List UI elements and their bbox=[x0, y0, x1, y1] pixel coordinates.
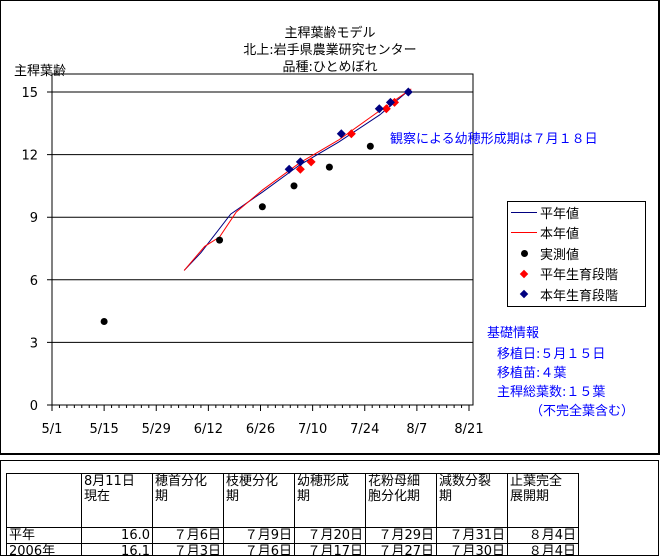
growth-stage-table: 8月11日 現在 穂首分化 期 枝梗分化 期 幼穂形成 期 花粉母細 胞分化期 … bbox=[6, 473, 579, 556]
stage-point bbox=[284, 164, 294, 174]
plot-area: 0 3 6 9 12 15 5/1 5/15 5/29 6/12 6/26 7/10 7/24 8/7 8/… bbox=[21, 73, 484, 437]
annotation: 観察による幼穂形成期は７月１８日 bbox=[390, 132, 598, 147]
info-line: 移植日:５月１５日 bbox=[497, 347, 606, 362]
x-tick-label: 7/24 bbox=[350, 422, 379, 437]
table-cell: ７月30日 bbox=[436, 543, 508, 556]
line-swatch-icon bbox=[511, 211, 537, 213]
x-tick-label: 8/7 bbox=[406, 422, 427, 437]
table-header: 幼穂形成 期 bbox=[294, 473, 366, 528]
x-tick-label: 5/15 bbox=[90, 422, 119, 437]
legend-label: 本年生育段階 bbox=[540, 288, 619, 304]
table-cell: 16.0 bbox=[81, 527, 153, 544]
y-tick-label: 15 bbox=[21, 86, 38, 101]
stage-point bbox=[346, 129, 356, 139]
series-line-1 bbox=[183, 88, 412, 271]
table-cell: ７月29日 bbox=[365, 527, 437, 544]
series-line-0 bbox=[183, 89, 410, 271]
measured-point bbox=[100, 318, 108, 326]
measured-point bbox=[216, 236, 224, 244]
stage-point bbox=[403, 87, 413, 97]
table-row: 平年 16.0 ７月6日 ７月9日 ７月20日 ７月29日 ７月31日 ８月4日 bbox=[6, 527, 579, 544]
table-header: 穂首分化 期 bbox=[152, 473, 224, 528]
legend-item-measured: 実測値 bbox=[508, 243, 645, 264]
legend-label: 本年値 bbox=[540, 227, 580, 243]
table-cell: ７月6日 bbox=[152, 527, 224, 544]
stage-point bbox=[385, 97, 395, 107]
table-row: 2006年 16.1 ７月3日 ７月6日 ７月17日 ７月27日 ７月30日 ８… bbox=[6, 543, 579, 556]
table-header: 止葉完全 展開期 bbox=[507, 473, 579, 528]
table-cell: ８月4日 bbox=[507, 527, 579, 544]
diamond-icon bbox=[519, 269, 529, 278]
table-cell: 16.1 bbox=[81, 543, 153, 556]
chart-title-2: 北上:岩手県農業研究センター bbox=[243, 43, 417, 58]
info-line: 主稈総葉数:１５葉 bbox=[497, 385, 606, 400]
stage-point bbox=[336, 129, 346, 139]
info-heading: 基礎情報 bbox=[487, 326, 540, 341]
chart-title-1: 主稈葉齢モデル bbox=[284, 26, 376, 41]
legend-item-current-line: 本年値 bbox=[508, 223, 645, 244]
y-tick-label: 12 bbox=[21, 149, 38, 164]
table-cell: ７月6日 bbox=[223, 543, 295, 556]
table-header: 枝梗分化 期 bbox=[223, 473, 295, 528]
table-header bbox=[6, 473, 82, 528]
measured-point bbox=[325, 163, 333, 171]
legend-label: 実測値 bbox=[540, 247, 580, 263]
table-cell: ７月17日 bbox=[294, 543, 366, 556]
line-swatch-icon bbox=[511, 232, 537, 234]
x-tick-label: 5/1 bbox=[42, 422, 63, 437]
info-line: （不完全葉含む） bbox=[530, 404, 635, 419]
table-cell: ７月3日 bbox=[152, 543, 224, 556]
stage-point bbox=[374, 104, 384, 114]
table-cell: ７月9日 bbox=[223, 527, 295, 544]
table-cell: ８月4日 bbox=[507, 543, 579, 556]
x-tick-label: 8/21 bbox=[454, 422, 483, 437]
y-tick-label: 9 bbox=[30, 211, 38, 226]
y-tick-label: 3 bbox=[30, 336, 38, 351]
table-cell: ７月31日 bbox=[436, 527, 508, 544]
table-header: 花粉母細 胞分化期 bbox=[365, 473, 437, 528]
table-cell: ７月27日 bbox=[365, 543, 437, 556]
x-tick-label: 6/26 bbox=[246, 422, 275, 437]
measured-point bbox=[290, 182, 298, 190]
table-header: 8月11日 現在 bbox=[81, 473, 153, 528]
diamond-icon bbox=[519, 290, 529, 299]
stage-point bbox=[295, 157, 305, 167]
legend-item-current-stage: 本年生育段階 bbox=[508, 284, 645, 305]
y-tick-label: 0 bbox=[30, 399, 38, 414]
row-label: 平年 bbox=[6, 527, 82, 544]
stage-point bbox=[295, 164, 305, 174]
table-header: 減数分裂 期 bbox=[436, 473, 508, 528]
legend-label: 平年値 bbox=[540, 206, 580, 222]
legend-label: 平年生育段階 bbox=[540, 268, 619, 284]
info-line: 移植苗:４葉 bbox=[497, 366, 567, 381]
chart-frame bbox=[0, 0, 660, 455]
plot-border bbox=[51, 73, 474, 406]
stage-point bbox=[306, 157, 316, 167]
table-cell: ７月20日 bbox=[294, 527, 366, 544]
x-tick-label: 6/12 bbox=[194, 422, 223, 437]
legend-item-normal-stage: 平年生育段階 bbox=[508, 264, 645, 285]
measured-point bbox=[258, 203, 266, 211]
y-axis-label: 主稈葉齢 bbox=[14, 64, 67, 79]
chart-title-3: 品種:ひとめぼれ bbox=[282, 60, 378, 75]
legend: 平年値 本年値 実測値 平年生育段階 本年生育段階 bbox=[507, 201, 646, 307]
x-tick-label: 5/29 bbox=[142, 422, 171, 437]
y-tick-label: 6 bbox=[30, 274, 38, 289]
row-label: 2006年 bbox=[6, 543, 82, 556]
measured-point bbox=[366, 142, 374, 150]
table-header-row: 8月11日 現在 穂首分化 期 枝梗分化 期 幼穂形成 期 花粉母細 胞分化期 … bbox=[6, 473, 579, 528]
dot-icon bbox=[520, 249, 528, 257]
stage-point bbox=[381, 104, 391, 114]
legend-item-normal-line: 平年値 bbox=[508, 202, 645, 223]
x-tick-label: 7/10 bbox=[298, 422, 327, 437]
